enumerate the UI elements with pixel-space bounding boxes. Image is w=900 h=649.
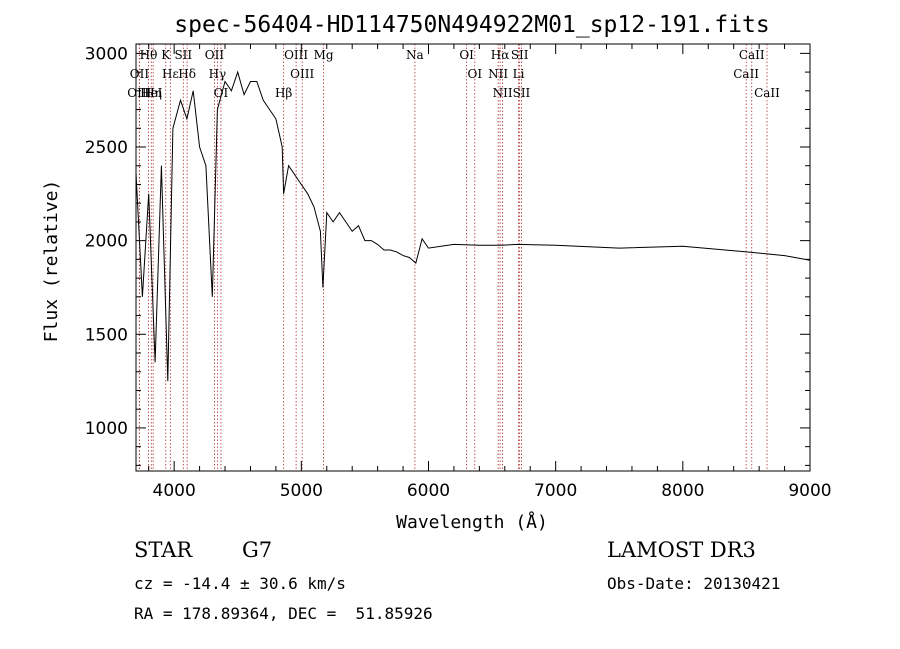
line-label: Hδ bbox=[178, 67, 196, 81]
line-label: OI bbox=[467, 67, 482, 81]
line-label: SII bbox=[511, 48, 529, 62]
survey-name: LAMOST DR3 bbox=[607, 538, 756, 562]
line-label: OIII bbox=[284, 48, 308, 62]
line-label: CaII bbox=[754, 86, 780, 100]
line-label: NII bbox=[493, 86, 513, 100]
coordinates: RA = 178.89364, DEC = 51.85926 bbox=[134, 604, 433, 623]
line-label: CaII bbox=[733, 67, 759, 81]
y-tick-label: 1000 bbox=[85, 419, 128, 439]
y-tick-label: 2500 bbox=[85, 138, 128, 158]
line-label: Li bbox=[513, 67, 525, 81]
x-tick-label: 9000 bbox=[788, 481, 831, 501]
line-label: OII bbox=[205, 48, 225, 62]
x-tick-label: 8000 bbox=[661, 481, 704, 501]
line-label: Hθ bbox=[140, 48, 158, 62]
line-label: Hε bbox=[162, 67, 179, 81]
x-tick-label: 4000 bbox=[153, 481, 196, 501]
object-subclass: G7 bbox=[242, 538, 273, 562]
obs-date: Obs-Date: 20130421 bbox=[607, 574, 781, 593]
line-label: OIII bbox=[127, 86, 151, 100]
plot-frame bbox=[135, 43, 811, 472]
y-tick-label: 2000 bbox=[85, 232, 128, 252]
object-class: STAR bbox=[134, 538, 193, 562]
y-tick-label: 3000 bbox=[85, 44, 128, 64]
line-label: OII bbox=[130, 67, 150, 81]
y-tick-label: 1500 bbox=[85, 325, 128, 345]
x-tick-label: 5000 bbox=[280, 481, 323, 501]
line-label: OI bbox=[459, 48, 474, 62]
line-label: Hη bbox=[144, 86, 162, 100]
line-label: OI bbox=[214, 86, 229, 100]
line-label: CaII bbox=[739, 48, 765, 62]
line-label: SII bbox=[513, 86, 531, 100]
line-label: OIII bbox=[290, 67, 314, 81]
line-label: HeI bbox=[140, 86, 163, 100]
redshift-text: cz = -14.4 ± 30.6 km/s bbox=[134, 574, 346, 593]
line-label: Hα bbox=[491, 48, 510, 62]
line-label: Hγ bbox=[209, 67, 227, 81]
spectrum-series bbox=[135, 70, 811, 382]
line-label: NII bbox=[488, 67, 508, 81]
spectrum-line bbox=[135, 70, 811, 382]
chart-title: spec-56404-HD114750N494922M01_sp12-191.f… bbox=[174, 12, 769, 38]
axes: 4000 5000 6000 7000 8000 9000 1000 1500 2000 2500… bbox=[85, 43, 832, 501]
emission-line-markers bbox=[138, 44, 768, 471]
x-axis-label: Wavelength (Å) bbox=[396, 511, 548, 533]
line-label: K bbox=[161, 48, 171, 62]
y-axis-label: Flux (relative) bbox=[41, 180, 62, 343]
line-label: Na bbox=[406, 48, 424, 62]
x-tick-label: 7000 bbox=[534, 481, 577, 501]
x-tick-label: 6000 bbox=[407, 481, 450, 501]
line-label: Hβ bbox=[275, 86, 292, 100]
line-label: Mg bbox=[314, 48, 334, 62]
line-label: SII bbox=[174, 48, 192, 62]
